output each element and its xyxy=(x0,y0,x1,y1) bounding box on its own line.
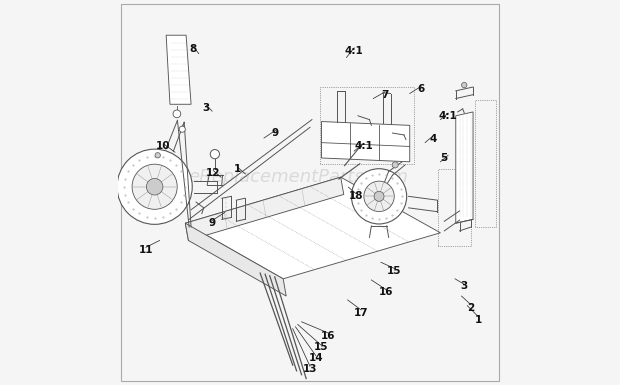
Bar xyxy=(438,169,471,246)
Polygon shape xyxy=(166,35,191,104)
Text: 15: 15 xyxy=(387,266,402,276)
Text: 3: 3 xyxy=(460,281,467,291)
Text: 15: 15 xyxy=(314,343,328,353)
Text: 12: 12 xyxy=(206,168,221,178)
Circle shape xyxy=(352,169,407,224)
Text: 4:1: 4:1 xyxy=(355,141,373,151)
Circle shape xyxy=(374,191,384,201)
Text: 8: 8 xyxy=(189,44,197,54)
Circle shape xyxy=(117,149,192,224)
Circle shape xyxy=(179,126,185,132)
Bar xyxy=(475,100,496,227)
Text: 17: 17 xyxy=(353,308,368,318)
Text: 7: 7 xyxy=(381,90,389,100)
Circle shape xyxy=(132,164,177,209)
Text: 9: 9 xyxy=(208,218,216,228)
Text: 4:1: 4:1 xyxy=(439,111,458,121)
Text: 3: 3 xyxy=(203,103,210,113)
Circle shape xyxy=(146,179,163,195)
Bar xyxy=(319,87,414,164)
Text: 14: 14 xyxy=(308,353,323,363)
Text: 4: 4 xyxy=(429,134,436,144)
Text: eReplacementParts.com: eReplacementParts.com xyxy=(188,168,409,186)
Circle shape xyxy=(210,149,219,159)
Text: 1: 1 xyxy=(234,164,241,174)
Text: 5: 5 xyxy=(441,153,448,163)
Polygon shape xyxy=(185,177,343,241)
Polygon shape xyxy=(185,177,440,279)
Polygon shape xyxy=(456,112,473,223)
Circle shape xyxy=(155,152,161,158)
Circle shape xyxy=(461,82,467,88)
Text: 1: 1 xyxy=(475,315,482,325)
Text: 10: 10 xyxy=(156,141,171,151)
Text: 13: 13 xyxy=(303,364,317,374)
Text: 9: 9 xyxy=(272,128,279,138)
Circle shape xyxy=(173,110,180,118)
Circle shape xyxy=(364,181,394,211)
Text: 2: 2 xyxy=(467,303,475,313)
Text: 11: 11 xyxy=(138,245,153,255)
Text: 16: 16 xyxy=(321,331,335,341)
Text: 6: 6 xyxy=(418,84,425,94)
Polygon shape xyxy=(322,122,410,162)
Circle shape xyxy=(392,162,398,168)
Polygon shape xyxy=(185,223,286,296)
Text: 4:1: 4:1 xyxy=(345,45,363,55)
Text: 16: 16 xyxy=(379,287,393,297)
Text: 18: 18 xyxy=(349,191,363,201)
